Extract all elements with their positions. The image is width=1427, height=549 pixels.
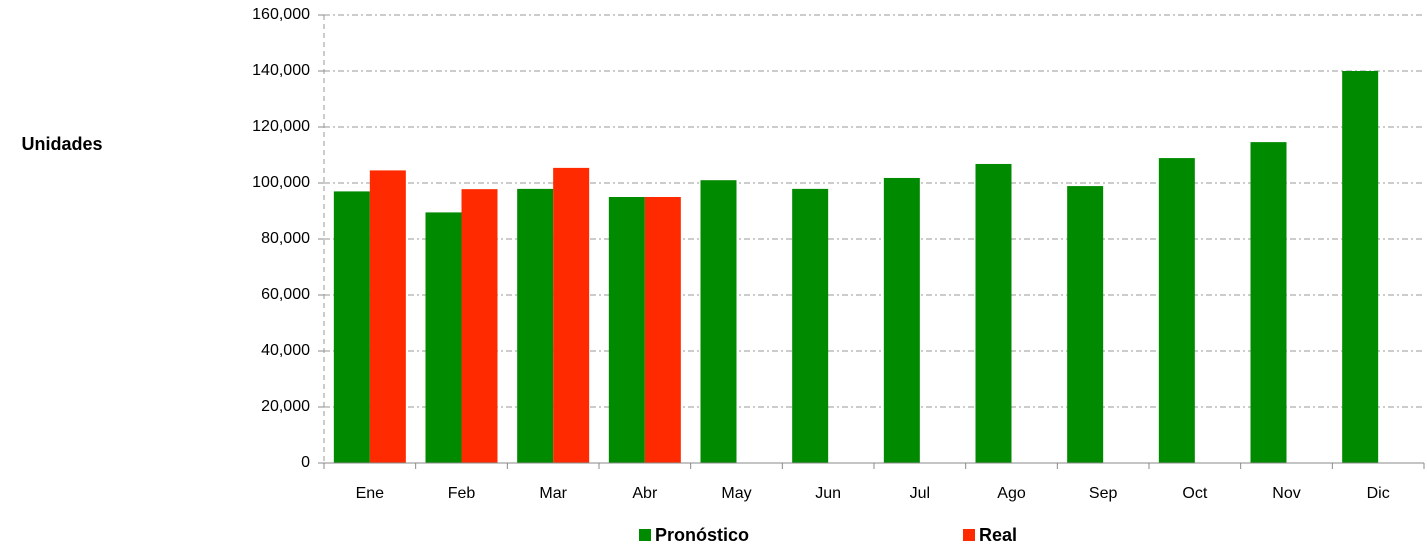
bar — [517, 188, 554, 463]
bar — [608, 197, 645, 463]
y-tick-label: 0 — [301, 454, 310, 471]
x-tick-label: Feb — [448, 485, 476, 502]
bar — [1158, 158, 1195, 463]
bar — [644, 197, 681, 463]
y-tick-label: 80,000 — [261, 230, 310, 247]
legend-label: Pronóstico — [655, 525, 749, 545]
bar — [1067, 186, 1104, 463]
legend-swatch — [963, 529, 975, 541]
bar — [883, 177, 920, 463]
legend-swatch — [639, 529, 651, 541]
bar — [700, 180, 737, 463]
y-tick-label: 40,000 — [261, 342, 310, 359]
y-tick-label: 140,000 — [252, 62, 310, 79]
x-tick-label: Jun — [815, 485, 841, 502]
bar — [1250, 142, 1287, 463]
x-tick-label: May — [721, 485, 751, 502]
y-tick-label: 160,000 — [252, 6, 310, 23]
bar — [1342, 71, 1379, 463]
legend-label: Real — [979, 525, 1017, 545]
x-tick-label: Abr — [632, 485, 658, 502]
x-tick-label: Ago — [997, 485, 1026, 502]
bar — [333, 191, 370, 463]
x-tick-label: Sep — [1089, 485, 1118, 502]
x-tick-label: Dic — [1367, 485, 1390, 502]
x-tick-label: Nov — [1272, 485, 1300, 502]
bar — [553, 167, 590, 463]
y-axis-title: Unidades — [21, 134, 102, 154]
y-tick-label: 60,000 — [261, 286, 310, 303]
bar — [425, 212, 462, 463]
y-tick-label: 100,000 — [252, 174, 310, 191]
x-tick-label: Ene — [356, 485, 385, 502]
bar — [975, 163, 1012, 463]
y-tick-label: 20,000 — [261, 398, 310, 415]
y-tick-label: 120,000 — [252, 118, 310, 135]
x-tick-label: Mar — [539, 485, 567, 502]
x-tick-label: Oct — [1182, 485, 1207, 502]
bar — [792, 188, 829, 463]
bar — [461, 189, 498, 463]
x-tick-label: Jul — [910, 485, 930, 502]
bar — [369, 170, 406, 463]
